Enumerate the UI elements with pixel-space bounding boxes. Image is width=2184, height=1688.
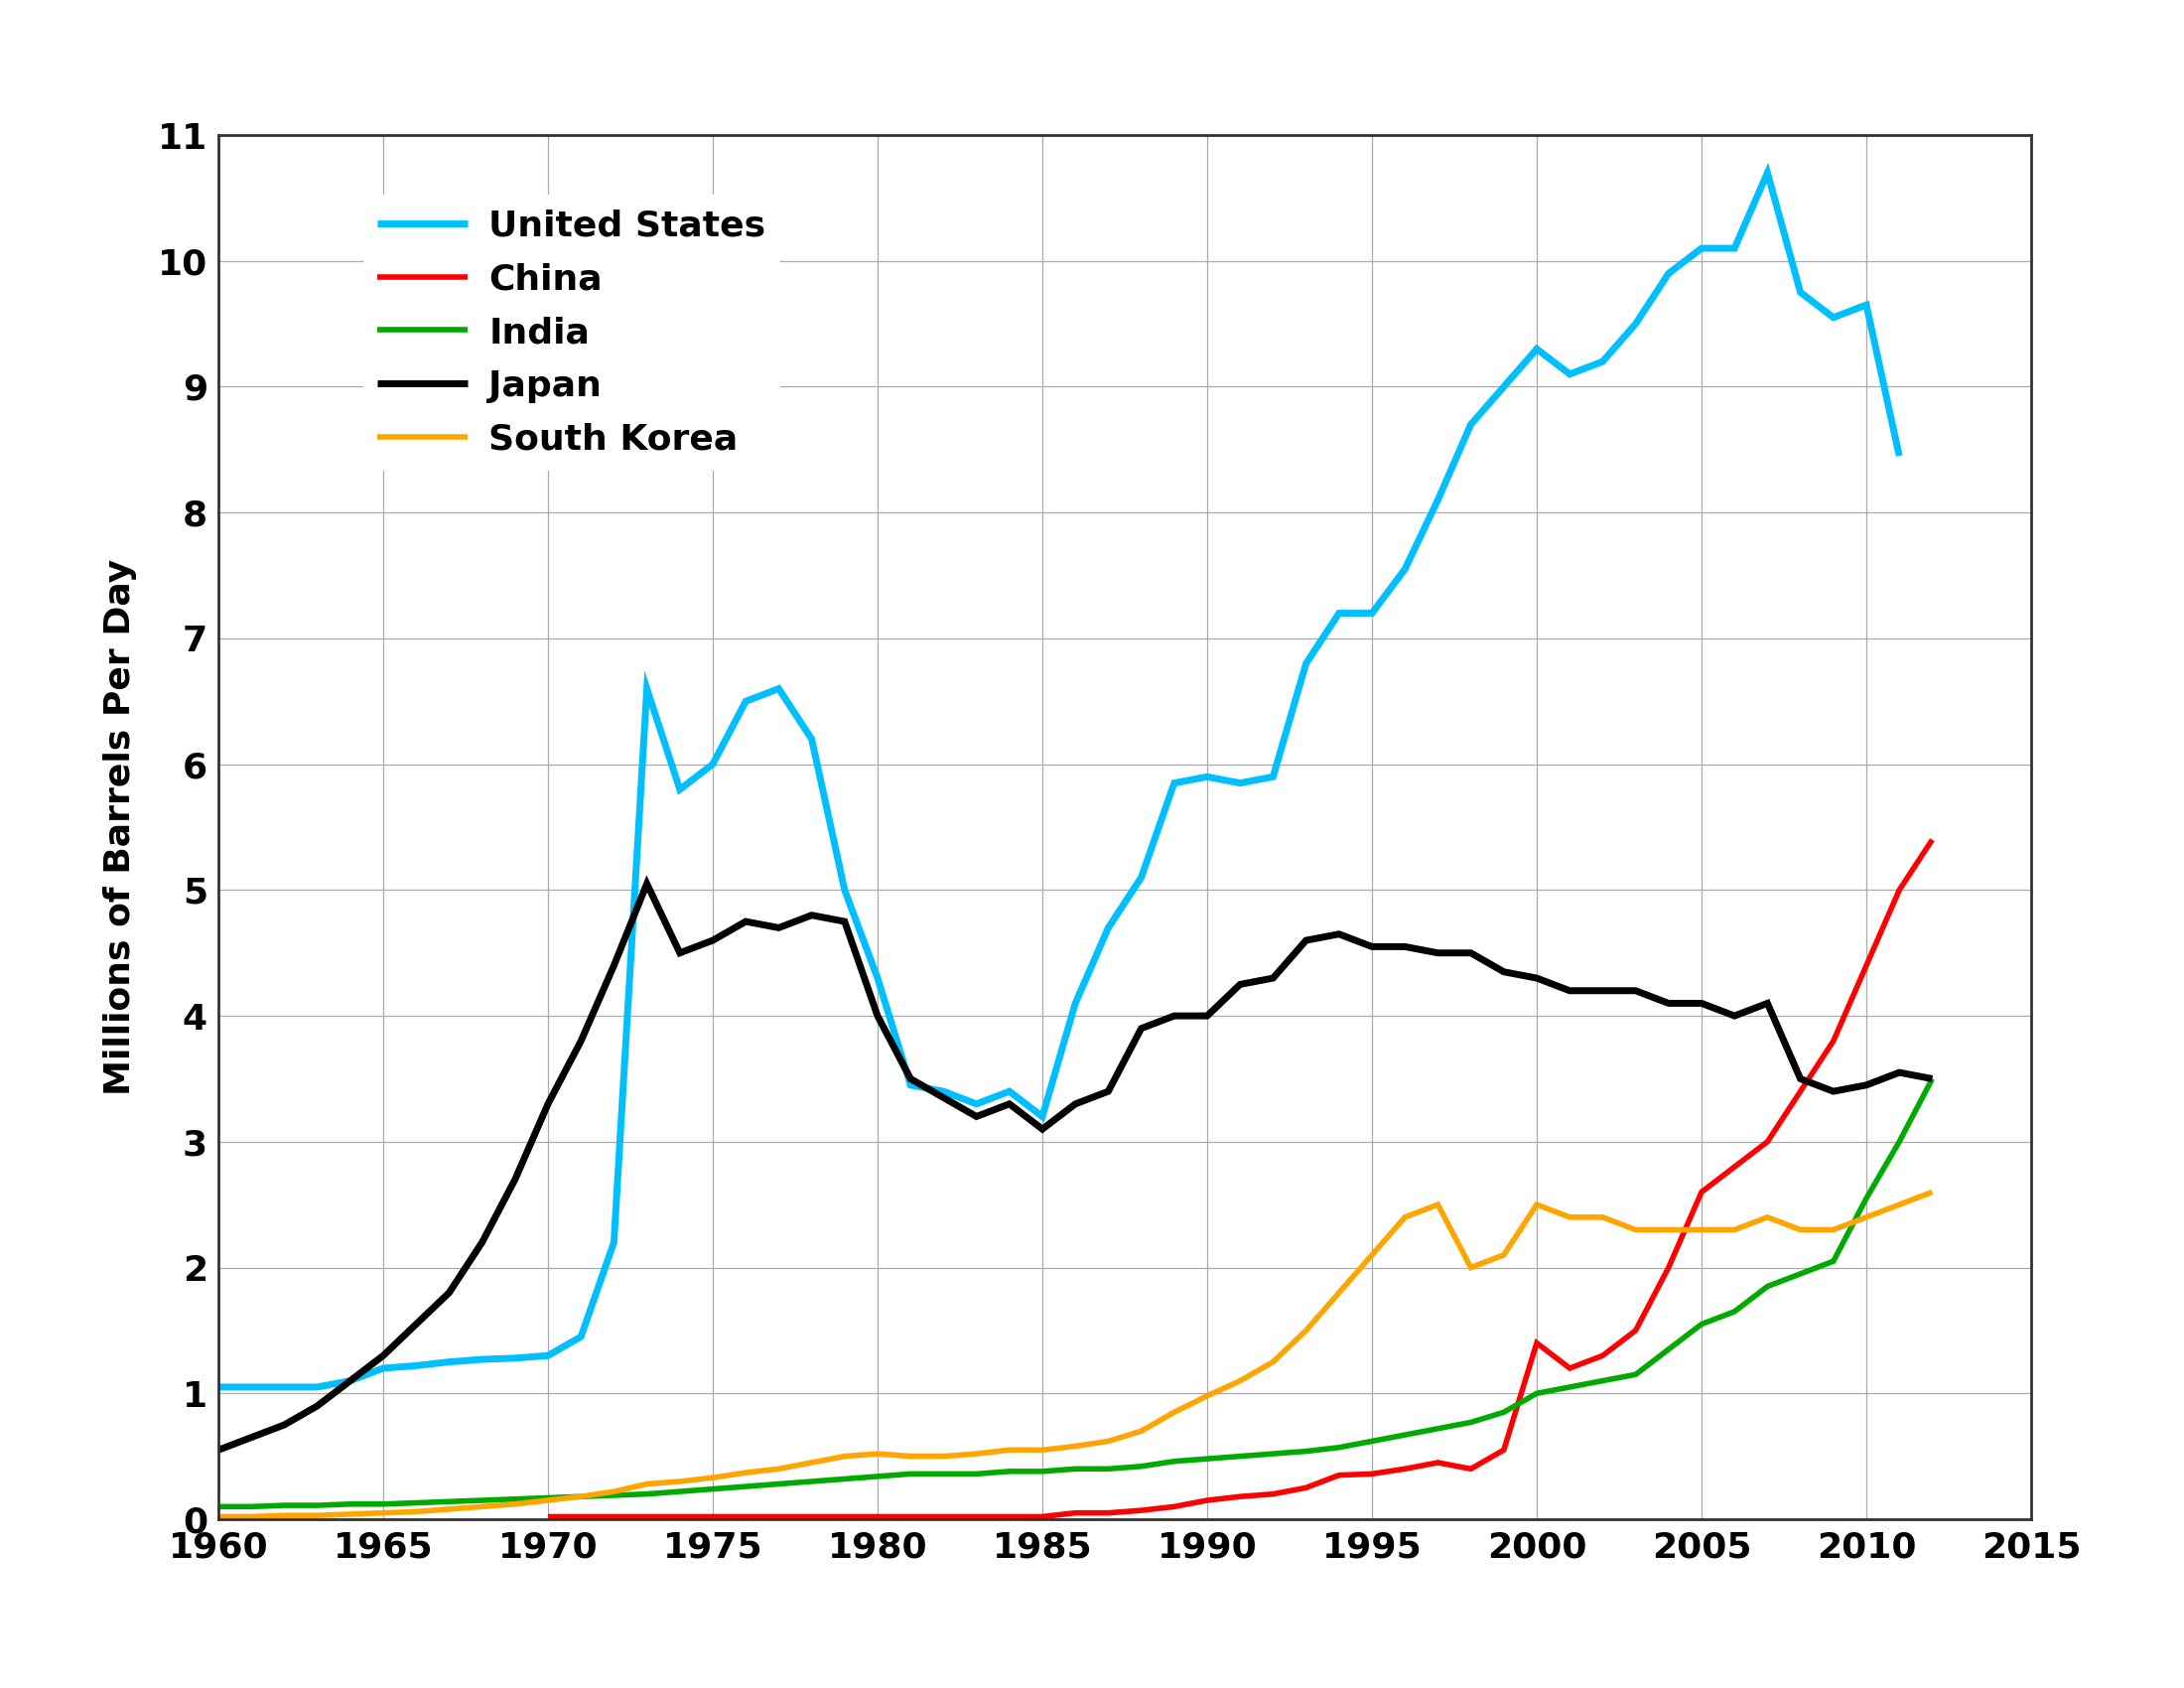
South Korea <box>1920 1182 1946 1202</box>
China <box>1260 1484 1286 1504</box>
China <box>1590 1345 1616 1366</box>
China <box>1492 1440 1518 1460</box>
Japan <box>1754 993 1780 1013</box>
China <box>1061 1502 1088 1523</box>
China <box>1457 1458 1483 1479</box>
China <box>1424 1452 1450 1472</box>
China <box>1391 1458 1417 1479</box>
China <box>996 1507 1022 1528</box>
South Korea <box>1721 1220 1747 1241</box>
China <box>767 1507 793 1528</box>
China <box>568 1507 594 1528</box>
United States <box>1787 282 1813 302</box>
China <box>1293 1477 1319 1497</box>
China <box>1655 1258 1682 1278</box>
China <box>1721 1156 1747 1177</box>
China <box>799 1507 826 1528</box>
Japan <box>1326 923 1352 944</box>
India <box>1721 1301 1747 1322</box>
Legend: United States, China, India, Japan, South Korea: United States, China, India, Japan, Sout… <box>363 194 780 471</box>
China <box>535 1507 561 1528</box>
China <box>1524 1334 1551 1354</box>
Japan <box>1920 1069 1946 1089</box>
Japan <box>1227 974 1254 994</box>
China <box>1094 1502 1120 1523</box>
Japan <box>205 1440 232 1460</box>
United States <box>336 1371 363 1391</box>
China <box>1887 879 1913 900</box>
China <box>930 1507 957 1528</box>
China <box>1557 1359 1583 1379</box>
China <box>732 1507 758 1528</box>
United States <box>1887 446 1913 466</box>
China <box>1819 1031 1845 1052</box>
Japan <box>699 930 725 950</box>
South Korea <box>205 1507 232 1528</box>
China <box>865 1507 891 1528</box>
China <box>633 1507 660 1528</box>
United States <box>1227 773 1254 793</box>
China <box>1754 1131 1780 1151</box>
China <box>1227 1487 1254 1507</box>
South Korea <box>1293 1320 1319 1340</box>
China <box>601 1507 627 1528</box>
China <box>898 1507 924 1528</box>
Line: Japan: Japan <box>218 885 1933 1450</box>
South Korea <box>1524 1195 1551 1215</box>
Line: United States: United States <box>218 172 1900 1388</box>
China <box>1920 829 1946 849</box>
China <box>1688 1182 1714 1202</box>
China <box>666 1507 692 1528</box>
South Korea <box>666 1472 692 1492</box>
China <box>832 1507 858 1528</box>
China <box>1029 1507 1055 1528</box>
United States <box>1754 162 1780 182</box>
China <box>1787 1082 1813 1102</box>
India <box>1293 1442 1319 1462</box>
India <box>1920 1069 1946 1089</box>
Japan <box>1260 967 1286 987</box>
India <box>1195 1448 1221 1469</box>
Line: India: India <box>218 1079 1933 1507</box>
India <box>666 1482 692 1502</box>
India <box>1524 1382 1551 1403</box>
United States <box>1293 653 1319 674</box>
China <box>1623 1320 1649 1340</box>
Line: South Korea: South Korea <box>218 1192 1933 1518</box>
Japan <box>1557 981 1583 1001</box>
United States <box>205 1377 232 1398</box>
China <box>1162 1497 1188 1518</box>
South Korea <box>1195 1386 1221 1406</box>
China <box>1854 955 1880 976</box>
India <box>1227 1447 1254 1467</box>
China <box>1195 1491 1221 1511</box>
Line: China: China <box>548 839 1933 1518</box>
South Korea <box>1227 1371 1254 1391</box>
United States <box>799 729 826 749</box>
Japan <box>633 874 660 895</box>
Y-axis label: Millions of Barrels Per Day: Millions of Barrels Per Day <box>103 559 138 1096</box>
China <box>1129 1501 1155 1521</box>
United States <box>996 1082 1022 1102</box>
China <box>1326 1465 1352 1485</box>
India <box>205 1497 232 1518</box>
China <box>963 1507 989 1528</box>
China <box>699 1507 725 1528</box>
China <box>1358 1463 1385 1484</box>
